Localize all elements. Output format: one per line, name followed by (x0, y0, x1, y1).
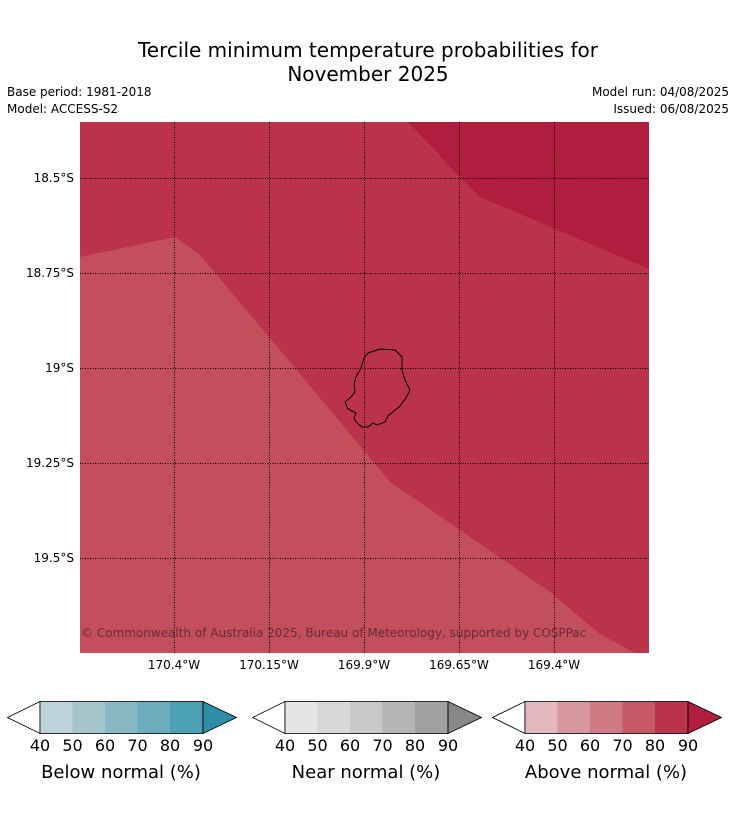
colorbar-near-swatch-under (252, 700, 286, 735)
colorbar-near-swatch-over (447, 700, 482, 735)
colorbar-below-swatch-50-60 (72, 701, 105, 734)
lat-label-19-25: 19.25°S (26, 456, 74, 470)
colorbar-near-tick: 60 (339, 736, 361, 755)
colorbar-near-swatch-80-90 (415, 701, 448, 734)
island-coastline (344, 348, 411, 428)
probability-map (80, 122, 649, 653)
colorbar-near-swatch-50-60 (317, 701, 350, 734)
colorbar-near-normal: 40 50 60 70 80 90 Near normal (%) (252, 700, 482, 790)
colorbar-above-tick: 80 (644, 736, 666, 755)
lat-label-18-5: 18.5°S (33, 171, 74, 185)
colorbar-above-swatch-80-90 (655, 701, 688, 734)
colorbar-above-tick: 40 (514, 736, 536, 755)
colorbar-above-swatch-over (687, 700, 722, 735)
colorbar-above-tick: 50 (547, 736, 568, 755)
meta-right: Model run: 04/08/2025 Issued: 06/08/2025 (592, 84, 729, 118)
lon-label-169-9: 169.9°W (337, 658, 391, 672)
colorbar-below-tick: 40 (29, 736, 51, 755)
colorbar-near-swatch-60-70 (350, 701, 383, 734)
colorbar-below-tick: 60 (94, 736, 116, 755)
colorbar-near-tick: 50 (307, 736, 328, 755)
colorbar-below-tick: 80 (159, 736, 181, 755)
issued-date: Issued: 06/08/2025 (613, 102, 729, 116)
colorbar-above-swatch-70-80 (622, 701, 655, 734)
colorbar-above-tick: 70 (612, 736, 633, 755)
colorbar-above-normal: 40 50 60 70 80 90 Above normal (%) (492, 700, 722, 790)
lon-label-170-4: 170.4°W (147, 658, 201, 672)
colorbar-below-tick: 90 (192, 736, 214, 755)
colorbar-below-swatch-40-50 (40, 701, 73, 734)
colorbar-below-swatch-80-90 (170, 701, 203, 734)
lon-label-170-15: 170.15°W (239, 658, 299, 672)
colorbar-below-normal: 40 50 60 70 80 90 Below normal (%) (7, 700, 237, 790)
colorbar-near-tick: 90 (437, 736, 459, 755)
model-run: Model run: 04/08/2025 (591, 85, 729, 99)
colorbar-below-swatch-over (202, 700, 237, 735)
meta-left: Base period: 1981-2018 Model: ACCESS-S2 (7, 84, 152, 118)
region-70-80 (80, 237, 635, 653)
colorbar-above-swatch-50-60 (557, 701, 590, 734)
colorbar-below-tick: 70 (127, 736, 148, 755)
lat-label-19-5: 19.5°S (33, 551, 74, 565)
map-title: Tercile minimum temperature probabilitie… (0, 38, 736, 86)
lat-label-19: 19°S (45, 361, 74, 375)
colorbar-near-swatch-70-80 (382, 701, 415, 734)
colorbar-above-tick: 90 (677, 736, 699, 755)
colorbar-below-tick: 50 (62, 736, 83, 755)
model-name: Model: ACCESS-S2 (7, 102, 119, 116)
colorbar-above-label: Above normal (%) (524, 762, 688, 783)
colorbar-near-label: Near normal (%) (291, 762, 441, 783)
copyright-notice: © Commonwealth of Australia 2025, Bureau… (81, 626, 587, 640)
lon-label-169-4: 169.4°W (527, 658, 581, 672)
colorbar-below-label: Below normal (%) (41, 762, 201, 783)
title-line-1: Tercile minimum temperature probabilitie… (137, 38, 599, 62)
colorbar-near-swatch-40-50 (285, 701, 318, 734)
lon-label-169-65: 169.65°W (429, 658, 489, 672)
colorbar-below-swatch-under (7, 700, 41, 735)
colorbar-near-tick: 70 (372, 736, 393, 755)
colorbar-near-tick: 40 (274, 736, 296, 755)
colorbar-above-swatch-60-70 (590, 701, 623, 734)
colorbar-near-swatches (252, 700, 482, 735)
lat-label-18-75: 18.75°S (26, 266, 74, 280)
colorbar-near-tick: 80 (404, 736, 426, 755)
title-line-2: November 2025 (287, 62, 449, 86)
colorbar-below-swatch-70-80 (137, 701, 170, 734)
colorbar-above-swatches (492, 700, 722, 735)
colorbar-below-swatch-60-70 (105, 701, 138, 734)
graticule (80, 122, 649, 653)
region-90-plus (408, 122, 649, 269)
colorbar-above-swatch-40-50 (525, 701, 558, 734)
base-period: Base period: 1981-2018 (7, 85, 152, 99)
colorbar-above-tick: 60 (579, 736, 601, 755)
colorbar-above-swatch-under (492, 700, 526, 735)
colorbar-below-swatches (7, 700, 237, 735)
